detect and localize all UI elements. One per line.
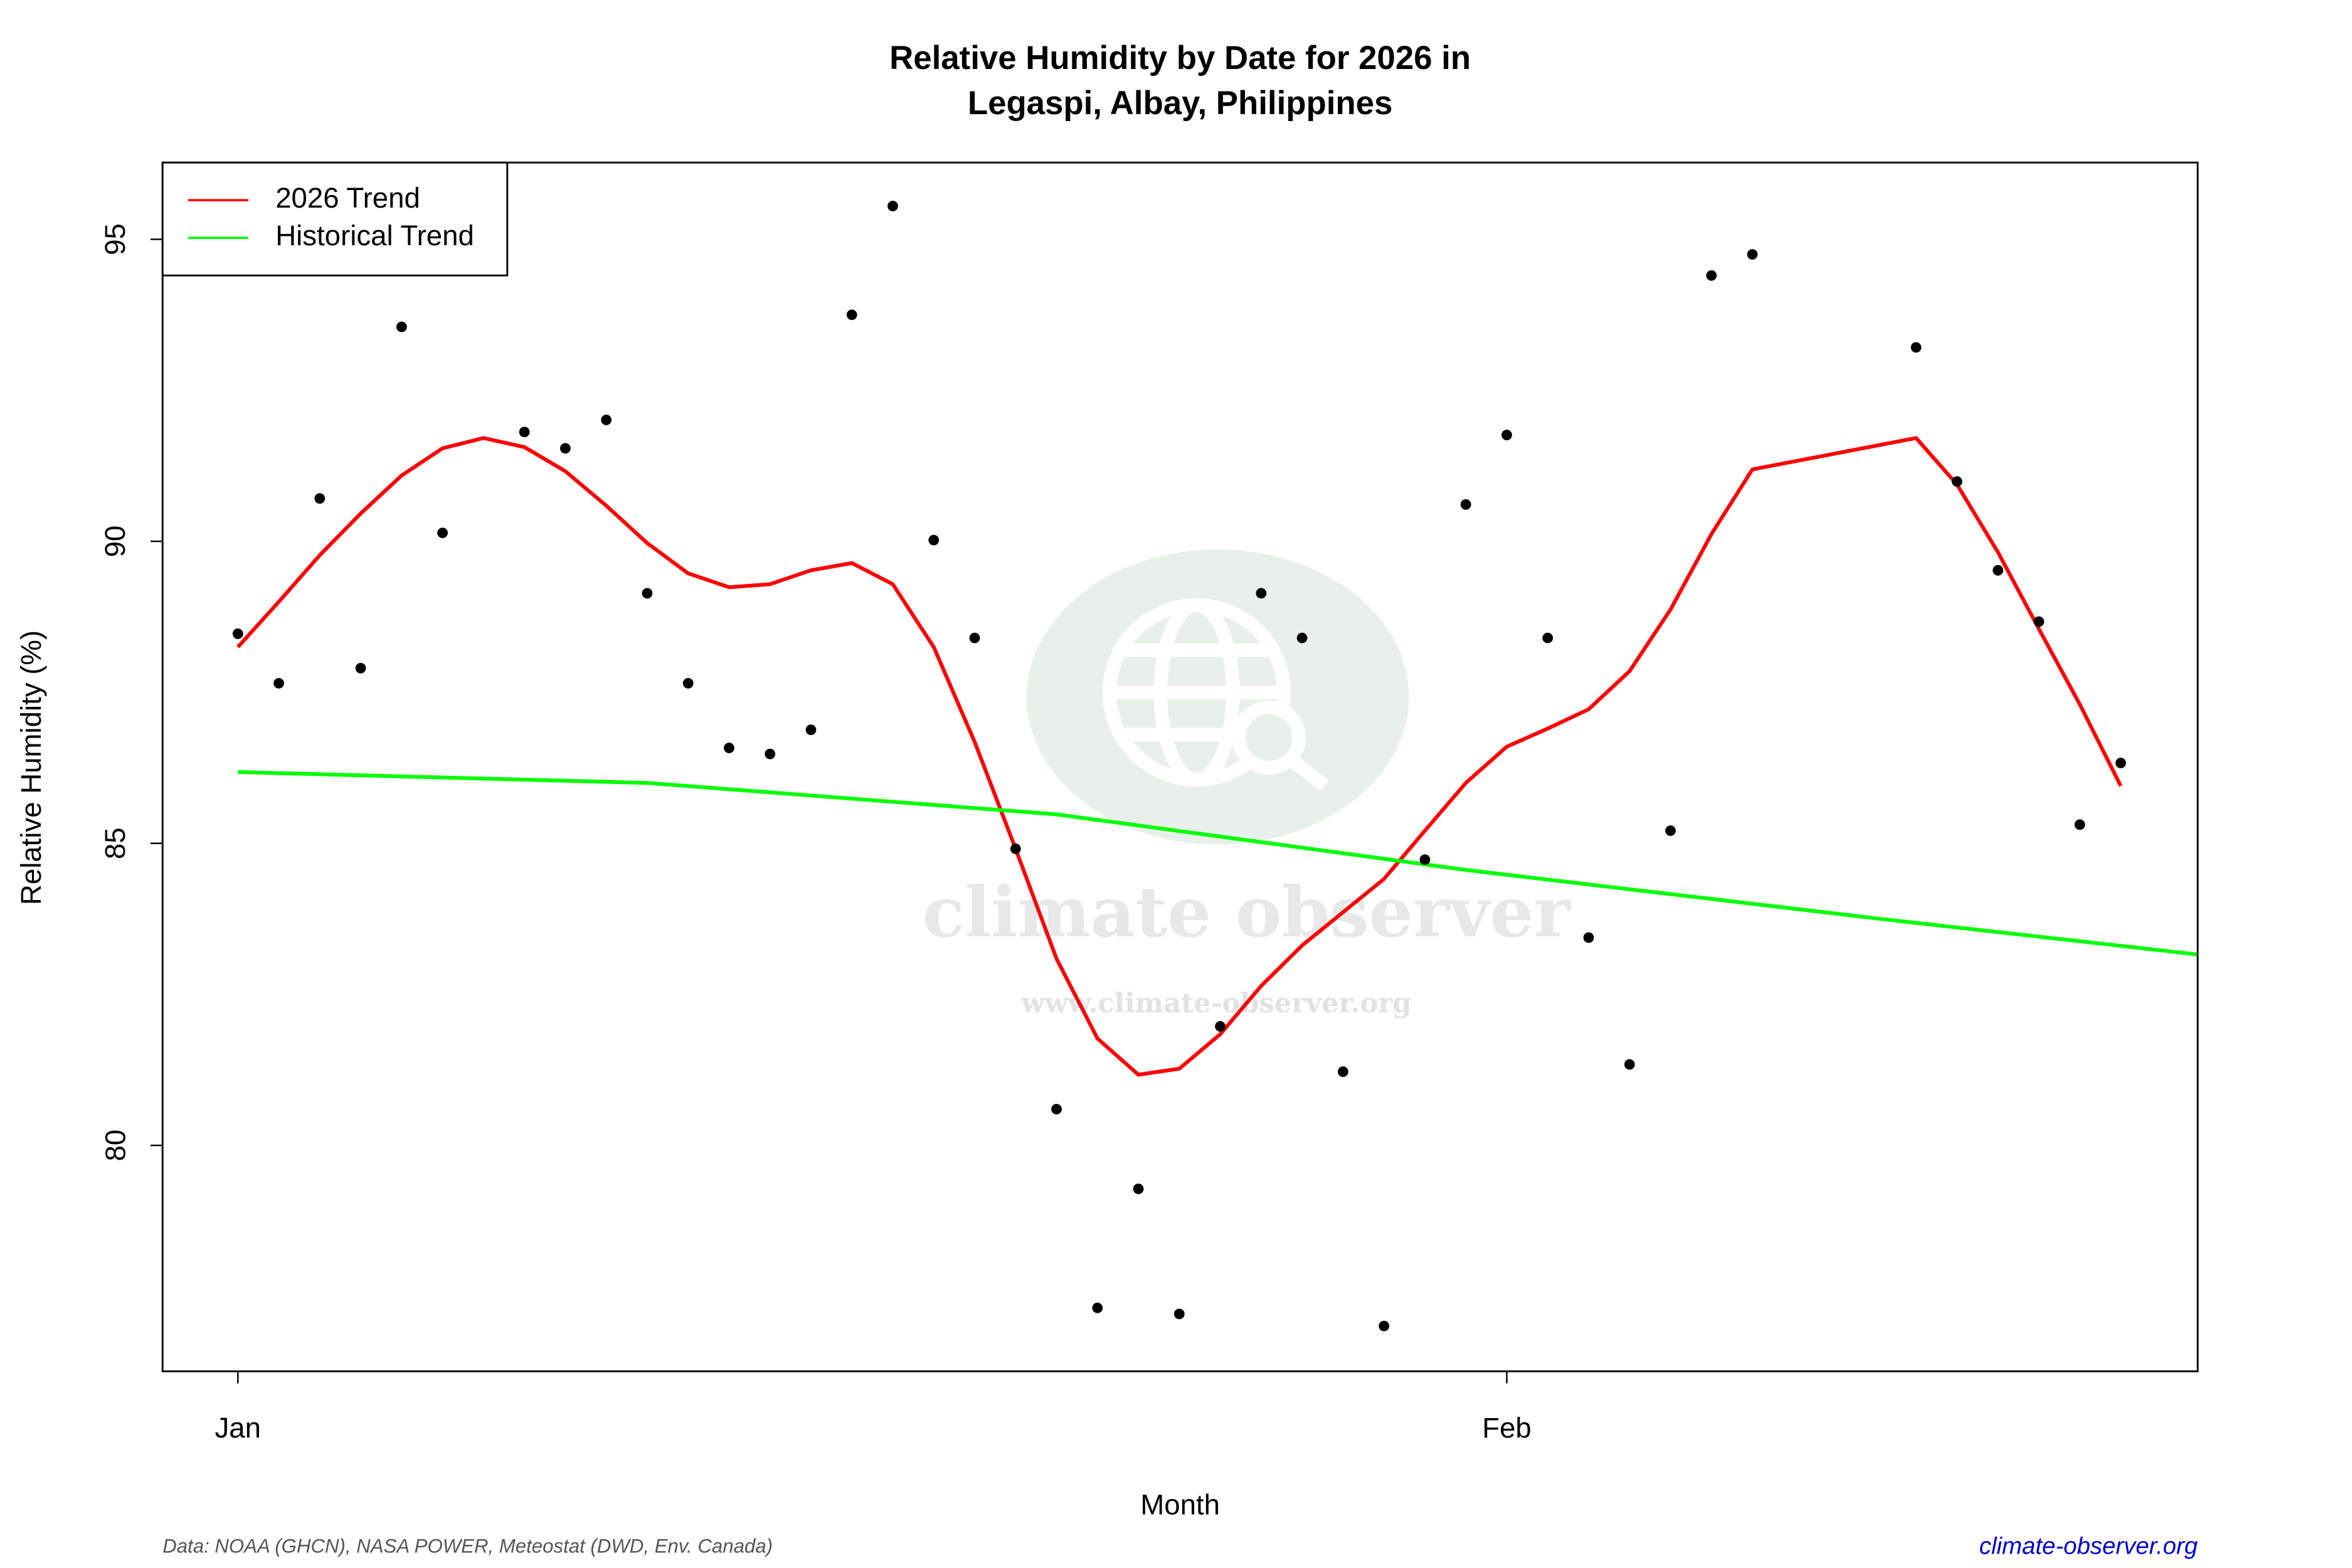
watermark-text: climate observer bbox=[923, 872, 1572, 953]
plot-area bbox=[236, 436, 2198, 1077]
watermark-globe bbox=[1103, 598, 1329, 792]
y-tick-label: 95 bbox=[99, 223, 131, 255]
data-point bbox=[314, 493, 326, 504]
legend-box bbox=[161, 161, 509, 277]
y-tick-label: 90 bbox=[99, 526, 131, 558]
legend-label: Historical Trend bbox=[275, 220, 474, 252]
y-tick-label: 80 bbox=[99, 1130, 131, 1162]
data-point bbox=[1296, 632, 1308, 644]
data-point bbox=[396, 321, 407, 332]
data-point bbox=[1951, 476, 1963, 487]
trend-line bbox=[238, 770, 2198, 956]
data-point bbox=[765, 748, 776, 760]
data-point bbox=[1256, 588, 1267, 599]
data-point bbox=[232, 628, 243, 639]
data-point bbox=[1910, 342, 1922, 353]
x-tick-label: Feb bbox=[1482, 1412, 1532, 1444]
data-point bbox=[2033, 616, 2045, 627]
data-point bbox=[355, 662, 366, 674]
y-axis-label: Relative Humidity (%) bbox=[15, 630, 47, 905]
data-point bbox=[1133, 1184, 1144, 1194]
data-point bbox=[724, 743, 734, 753]
data-point bbox=[273, 678, 284, 689]
x-tick-label: Jan bbox=[215, 1412, 262, 1444]
site-link: climate-observer.org bbox=[1979, 1532, 2198, 1559]
data-point bbox=[1993, 564, 2003, 576]
data-point bbox=[969, 632, 980, 644]
data-point bbox=[928, 534, 940, 546]
source-note: Data: NOAA (GHCN), NASA POWER, Meteostat… bbox=[162, 1535, 773, 1557]
data-point bbox=[1337, 1066, 1348, 1078]
data-point bbox=[559, 443, 571, 454]
chart-title: Legaspi, Albay, Philippines bbox=[968, 85, 1393, 122]
data-point bbox=[519, 426, 530, 438]
data-point bbox=[1747, 249, 1758, 260]
trend-line bbox=[236, 436, 2122, 1077]
data-point bbox=[642, 588, 653, 599]
watermark: climate observer www.climate-observer.or… bbox=[923, 549, 1572, 1019]
data-point bbox=[2115, 758, 2126, 768]
data-point bbox=[601, 415, 612, 425]
data-point bbox=[1419, 854, 1431, 866]
y-tick-label: 85 bbox=[99, 827, 131, 859]
data-point bbox=[1624, 1059, 1635, 1070]
data-point bbox=[437, 527, 448, 538]
data-point bbox=[1173, 1308, 1185, 1320]
data-point bbox=[682, 678, 694, 689]
data-point bbox=[1092, 1302, 1103, 1313]
chart-title: Relative Humidity by Date for 2026 in bbox=[889, 40, 1471, 77]
data-point bbox=[1460, 499, 1471, 510]
data-point bbox=[1542, 632, 1554, 644]
legend-label: 2026 Trend bbox=[275, 182, 420, 214]
data-point bbox=[1501, 430, 1512, 440]
data-point bbox=[1215, 1021, 1226, 1032]
data-point bbox=[2074, 819, 2085, 830]
data-point bbox=[1051, 1104, 1062, 1115]
x-axis-label: Month bbox=[1140, 1488, 1220, 1520]
legend: 2026 Trend Historical Trend bbox=[161, 161, 509, 277]
data-point bbox=[1010, 843, 1021, 854]
data-point bbox=[1583, 932, 1594, 943]
data-point bbox=[1379, 1320, 1390, 1332]
data-point bbox=[1706, 270, 1717, 281]
data-point bbox=[887, 201, 898, 211]
plot-frame bbox=[161, 161, 2199, 1372]
data-point bbox=[846, 309, 857, 320]
data-point bbox=[805, 724, 817, 735]
data-point bbox=[1665, 825, 1676, 836]
